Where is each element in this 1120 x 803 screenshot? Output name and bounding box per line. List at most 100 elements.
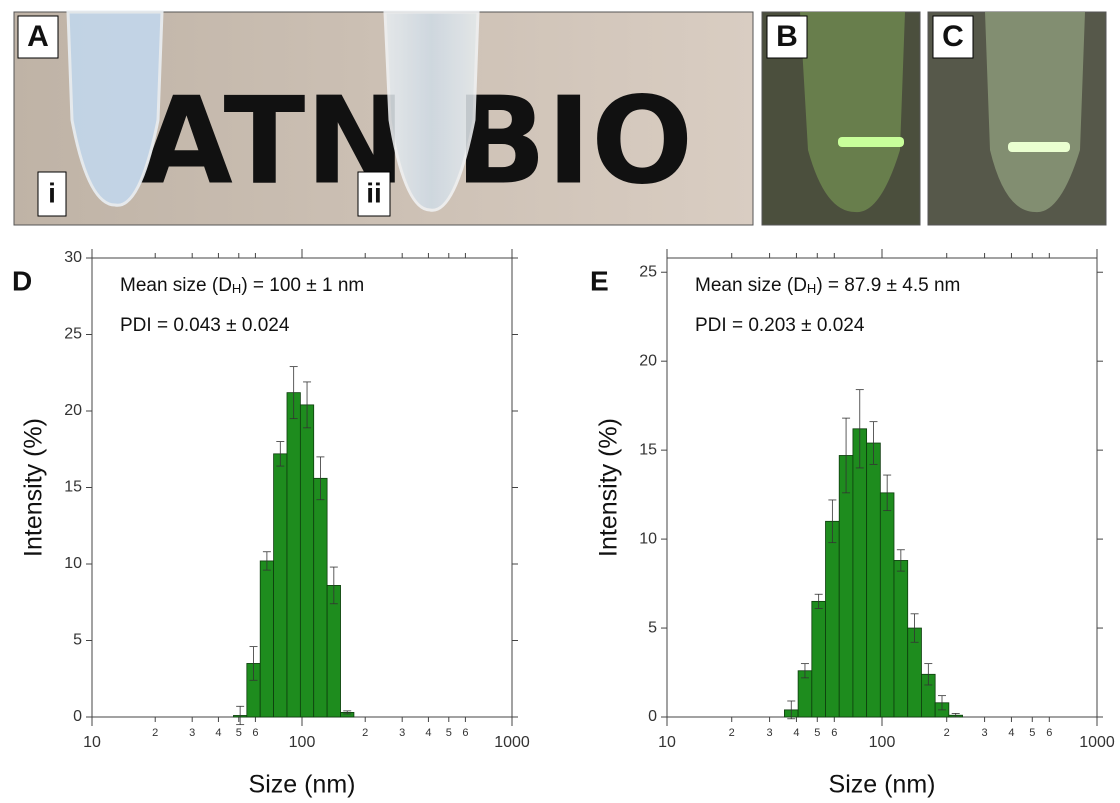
annotation-part: ) = 87.9 ± 4.5 nm xyxy=(816,275,960,296)
error-bar xyxy=(236,705,245,726)
x-axis-label: Size (nm) xyxy=(829,771,936,799)
y-tick-label: 5 xyxy=(648,619,657,636)
panel-label: C xyxy=(942,20,964,53)
y-tick-label: 15 xyxy=(639,441,657,458)
x-tick-label: 1000 xyxy=(494,734,530,751)
annotation-part: Mean size (D xyxy=(120,275,232,296)
error-bar xyxy=(787,700,796,720)
x-tick-label: 2 xyxy=(152,727,158,739)
bar xyxy=(879,492,895,718)
y-tick-label: 30 xyxy=(64,249,82,266)
panel-label: D xyxy=(12,265,32,296)
x-tick-label: 6 xyxy=(462,727,468,739)
bar xyxy=(852,428,868,718)
x-tick-label: 3 xyxy=(767,727,773,739)
annotation: PDI = 0.203 ± 0.024 xyxy=(695,315,865,336)
y-tick-label: 25 xyxy=(64,326,82,343)
y-tick-label: 20 xyxy=(64,402,82,419)
error-bar xyxy=(316,456,325,501)
tube-label: i xyxy=(48,177,56,208)
y-tick-label: 25 xyxy=(639,263,657,280)
panel-label: B xyxy=(776,20,798,53)
error-bar xyxy=(924,663,933,686)
x-tick-label: 6 xyxy=(252,727,258,739)
photo-c: C xyxy=(927,11,1107,226)
photo-b: B xyxy=(761,11,921,226)
x-tick-label: 3 xyxy=(189,727,195,739)
photo-a: ATN BIO A i ii xyxy=(13,10,754,226)
bar xyxy=(286,392,301,718)
x-tick-label: 5 xyxy=(446,727,452,739)
x-tick-label: 4 xyxy=(793,727,799,739)
annotation-part: H xyxy=(807,281,816,296)
tube xyxy=(383,10,480,212)
bar xyxy=(825,520,840,718)
error-bar xyxy=(842,417,851,494)
error-bar xyxy=(896,549,905,572)
bar xyxy=(259,560,274,718)
panel-label: A xyxy=(27,20,49,53)
x-tick-label: 100 xyxy=(869,734,896,751)
error-bar xyxy=(343,710,352,715)
error-bar xyxy=(276,441,285,467)
x-tick-label: 6 xyxy=(1046,727,1052,739)
x-tick-label: 2 xyxy=(362,727,368,739)
y-tick-label: 0 xyxy=(648,708,657,725)
x-tick-label: 4 xyxy=(1008,727,1014,739)
bar xyxy=(299,404,315,718)
x-tick-label: 2 xyxy=(729,727,735,739)
error-bar xyxy=(262,551,271,571)
error-bar xyxy=(869,421,878,465)
y-tick-label: 0 xyxy=(73,708,82,725)
tube-label: ii xyxy=(366,177,382,208)
laser-beam xyxy=(838,137,904,147)
y-axis-label: Intensity (%) xyxy=(595,418,623,557)
bar xyxy=(313,477,328,718)
annotation-part: ) = 100 ± 1 nm xyxy=(241,275,364,296)
y-tick-label: 10 xyxy=(639,530,657,547)
laser-beam xyxy=(1008,142,1070,152)
x-axis-label: Size (nm) xyxy=(249,771,356,799)
error-bar xyxy=(883,474,892,512)
annotation: Mean size (DH) = 87.9 ± 4.5 nm xyxy=(695,275,960,296)
bar xyxy=(893,560,909,718)
annotation: PDI = 0.043 ± 0.024 xyxy=(120,315,290,336)
annotation: Mean size (DH) = 100 ± 1 nm xyxy=(120,275,364,296)
x-tick-label: 1000 xyxy=(1079,734,1115,751)
x-tick-label: 4 xyxy=(215,727,221,739)
y-tick-label: 5 xyxy=(73,632,82,649)
x-tick-label: 2 xyxy=(944,727,950,739)
x-tick-label: 5 xyxy=(236,727,242,739)
bar xyxy=(838,455,854,718)
panel-label: E xyxy=(590,265,609,296)
x-tick-label: 4 xyxy=(425,727,431,739)
error-bar xyxy=(828,499,837,544)
label-box xyxy=(37,171,67,217)
error-bar xyxy=(303,381,312,429)
tube xyxy=(66,10,164,207)
x-tick-label: 6 xyxy=(831,727,837,739)
tube xyxy=(800,12,905,213)
annotation-part: H xyxy=(232,281,241,296)
error-bar xyxy=(800,663,809,679)
tube xyxy=(985,12,1085,213)
label-box xyxy=(17,15,59,59)
handwriting: BIO xyxy=(455,73,693,212)
bar xyxy=(273,453,288,718)
error-bar xyxy=(938,695,947,711)
label-box xyxy=(357,171,391,217)
y-tick-label: 10 xyxy=(64,555,82,572)
bar xyxy=(866,442,881,718)
y-axis-label: Intensity (%) xyxy=(20,418,48,557)
x-tick-label: 10 xyxy=(83,734,101,751)
x-tick-label: 3 xyxy=(399,727,405,739)
error-bar xyxy=(329,566,338,605)
label-box xyxy=(766,15,808,59)
error-bar xyxy=(951,713,960,718)
x-tick-label: 3 xyxy=(982,727,988,739)
y-tick-label: 15 xyxy=(64,479,82,496)
annotation-part: Mean size (D xyxy=(695,275,807,296)
error-bar xyxy=(249,646,258,681)
label-box xyxy=(932,15,974,59)
